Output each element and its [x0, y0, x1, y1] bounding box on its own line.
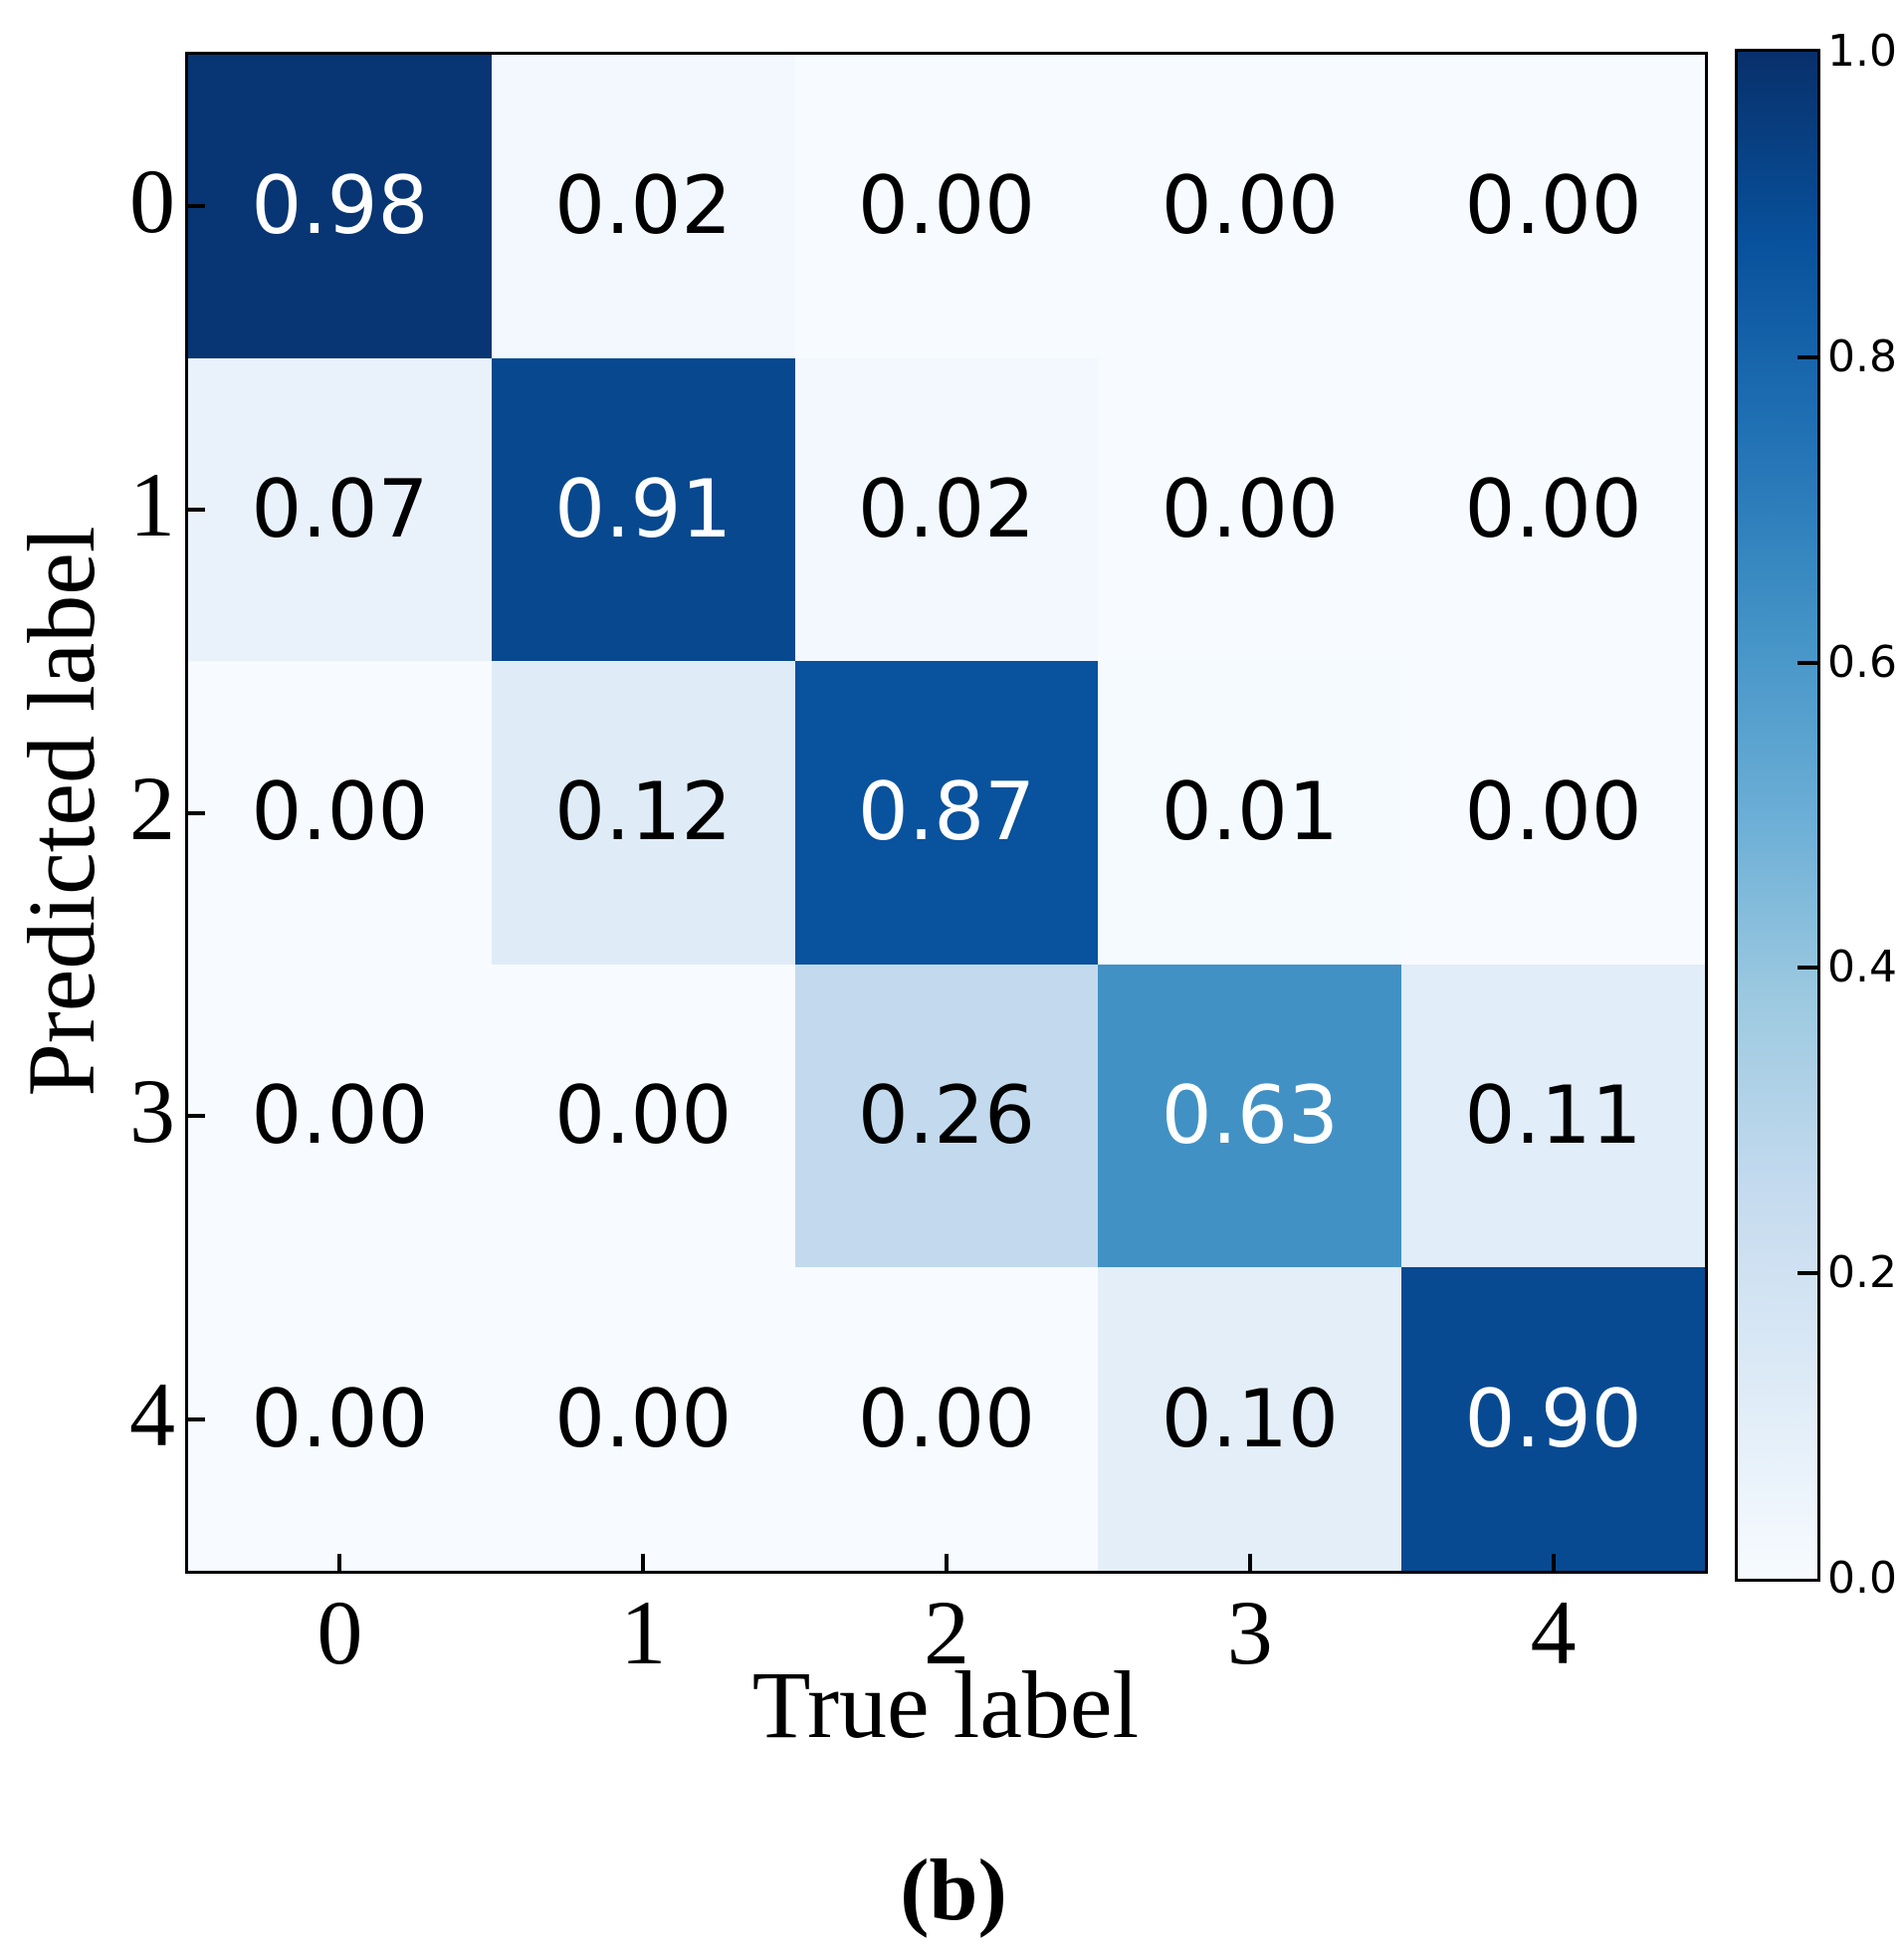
y-tick-label-0: 0	[129, 150, 175, 253]
colorbar	[1735, 49, 1820, 1582]
heatmap-cell-r2c3: 0.01	[1098, 661, 1402, 965]
heatmap-cell-r1c4: 0.00	[1401, 357, 1705, 662]
x-tick-label-0: 0	[317, 1582, 363, 1683]
x-tick-label-1: 1	[620, 1582, 667, 1683]
colorbar-gradient	[1738, 52, 1817, 1579]
x-tick-label-3: 3	[1226, 1582, 1273, 1683]
heatmap-cell-r3c3: 0.63	[1098, 964, 1402, 1268]
heatmap-cell-r1c2: 0.02	[794, 357, 1099, 662]
heatmap-cell-r4c1: 0.00	[491, 1267, 795, 1571]
heatmap-cell-r3c1: 0.00	[491, 964, 795, 1268]
y-axis-tick	[188, 1416, 205, 1421]
x-axis-tick	[945, 1554, 949, 1571]
heatmap-cell-r0c2: 0.00	[794, 55, 1099, 358]
heatmap-cell-r2c2: 0.87	[794, 661, 1099, 965]
heatmap-cell-r4c3: 0.10	[1098, 1267, 1402, 1571]
heatmap-cell-r2c4: 0.00	[1401, 661, 1705, 965]
colorbar-tick-label-0.6: 0.6	[1827, 636, 1897, 688]
colorbar-tick	[1798, 966, 1817, 971]
y-tick-label-2: 2	[129, 757, 175, 859]
heatmap-grid: 0.98 0.02 0.00 0.00 0.00 0.07 0.91 0.02 0.00 0.00…	[188, 55, 1705, 1571]
heatmap-cell-r2c1: 0.12	[491, 661, 795, 965]
x-axis-tick	[337, 1554, 342, 1571]
x-axis-tick	[641, 1554, 646, 1571]
colorbar-tick-label-1.0: 1.0	[1827, 26, 1897, 77]
heatmap-cell-r4c2: 0.00	[794, 1267, 1099, 1571]
heatmap-cell-r0c0: 0.98	[188, 55, 492, 358]
colorbar-tick	[1798, 660, 1817, 665]
y-tick-label-1: 1	[129, 453, 175, 555]
heatmap-cell-r2c0: 0.00	[188, 661, 492, 965]
heatmap-cell-r0c1: 0.02	[491, 55, 795, 358]
heatmap-cell-r0c4: 0.00	[1401, 55, 1705, 358]
heatmap-cell-r4c4: 0.90	[1401, 1267, 1705, 1571]
colorbar-tick	[1798, 1271, 1817, 1276]
colorbar-tick-label-0.8: 0.8	[1827, 330, 1897, 382]
heatmap-cell-r4c0: 0.00	[188, 1267, 492, 1571]
figure-caption: (b)	[900, 1843, 1007, 1939]
x-tick-label-2: 2	[924, 1582, 969, 1683]
colorbar-tick-label-0.4: 0.4	[1827, 942, 1897, 993]
x-axis-tick	[1247, 1554, 1252, 1571]
y-axis-label: Predicted label	[8, 526, 114, 1097]
colorbar-tick-label-0.0: 0.0	[1827, 1553, 1897, 1604]
colorbar-tick	[1798, 354, 1817, 359]
y-axis-tick	[188, 1114, 205, 1119]
x-tick-label-4: 4	[1530, 1582, 1577, 1683]
heatmap-cell-r0c3: 0.00	[1098, 55, 1402, 358]
heatmap-cell-r3c4: 0.11	[1401, 964, 1705, 1268]
heatmap-plot: 0.98 0.02 0.00 0.00 0.00 0.07 0.91 0.02 0.00 0.00…	[185, 52, 1708, 1574]
heatmap-cell-r3c2: 0.26	[794, 964, 1099, 1268]
heatmap-cell-r1c1: 0.91	[491, 357, 795, 662]
y-tick-label-4: 4	[129, 1363, 175, 1465]
y-axis-tick	[188, 204, 205, 209]
heatmap-cell-r1c3: 0.00	[1098, 357, 1402, 662]
colorbar-tick-label-0.2: 0.2	[1827, 1247, 1897, 1299]
x-axis-label: True label	[751, 1651, 1140, 1758]
y-axis-tick	[188, 507, 205, 512]
heatmap-cell-r1c0: 0.07	[188, 357, 492, 662]
y-tick-label-3: 3	[129, 1060, 175, 1163]
x-axis-tick	[1551, 1554, 1556, 1571]
y-axis-tick	[188, 810, 205, 815]
heatmap-cell-r3c0: 0.00	[188, 964, 492, 1268]
